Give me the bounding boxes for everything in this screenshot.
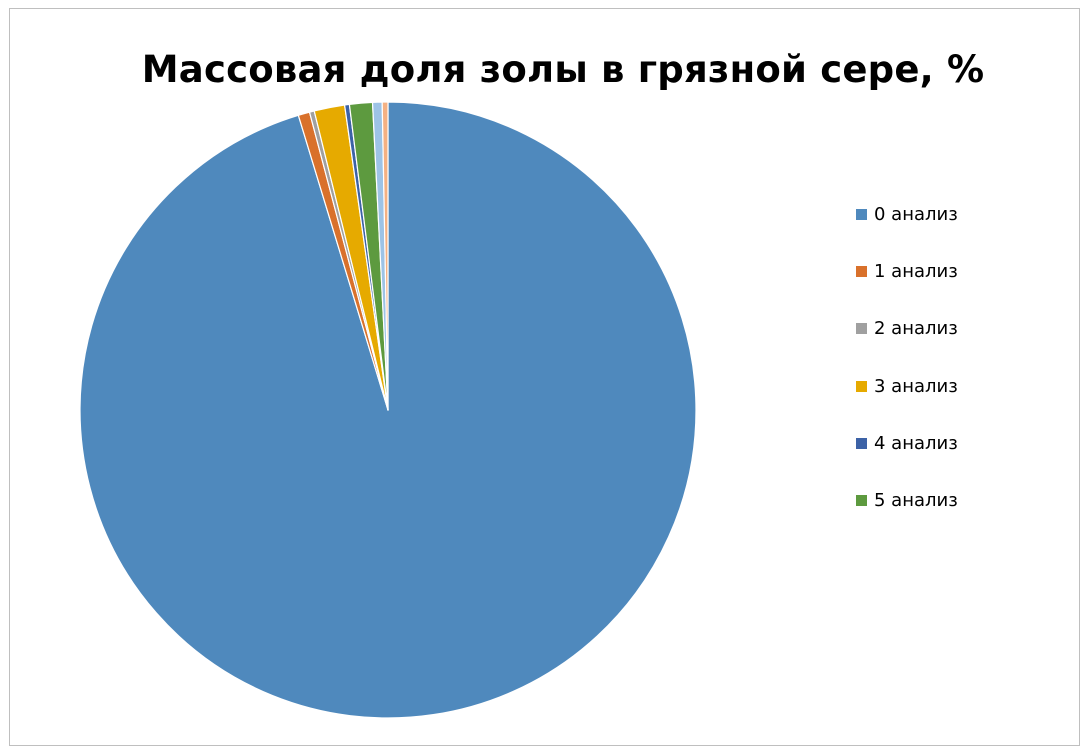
- chart-title: Массовая доля золы в грязной сере, %: [141, 48, 985, 91]
- legend-label: 2 анализ: [874, 318, 958, 340]
- legend-item: 0 анализ: [856, 186, 958, 243]
- legend-label: 0 анализ: [874, 204, 958, 226]
- legend: 0 анализ 1 анализ 2 анализ 3 анализ 4 анализ…: [856, 186, 958, 529]
- legend-item: 3 анализ: [856, 358, 958, 415]
- legend-swatch: [856, 380, 867, 392]
- legend-label: 3 анализ: [874, 375, 958, 397]
- legend-label: 1 анализ: [874, 261, 958, 283]
- legend-item: 4 анализ: [856, 415, 958, 472]
- legend-swatch: [856, 266, 867, 278]
- legend-label: 5 анализ: [874, 490, 958, 512]
- legend-swatch: [856, 209, 867, 221]
- pie-slice-7: [381, 101, 389, 411]
- legend-swatch: [856, 323, 867, 335]
- legend-swatch: [856, 437, 867, 449]
- legend-swatch: [856, 495, 867, 507]
- legend-label: 4 анализ: [874, 432, 958, 454]
- legend-item: 2 анализ: [856, 300, 958, 357]
- legend-item: 1 анализ: [856, 243, 958, 300]
- legend-item: 5 анализ: [856, 472, 958, 529]
